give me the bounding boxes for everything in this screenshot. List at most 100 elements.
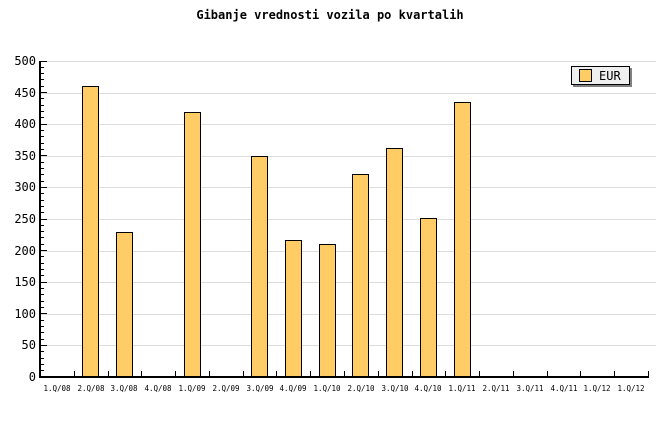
y-minor-tick-310 [41, 180, 44, 182]
bar-3.Q/09 [251, 156, 268, 377]
x-axis-label-17: 1.Q/12 [617, 384, 645, 393]
y-axis-label-50: 50 [21, 338, 36, 353]
y-minor-tick-380 [41, 136, 44, 138]
y-minor-tick-490 [41, 66, 44, 68]
y-major-tick-300 [41, 186, 47, 188]
x-tick-8 [310, 371, 311, 376]
x-axis-label-11: 4.Q/10 [414, 384, 442, 393]
gridline-50 [41, 345, 656, 347]
gridline-500 [41, 61, 656, 62]
x-axis-label-0: 1.Q/08 [43, 384, 71, 393]
y-minor-tick-80 [41, 325, 44, 327]
y-minor-tick-270 [41, 205, 44, 207]
y-axis-label-250: 250 [14, 212, 36, 226]
y-minor-tick-180 [41, 262, 44, 264]
x-axis-label-6: 3.Q/09 [246, 384, 274, 393]
y-minor-tick-160 [41, 275, 44, 277]
x-axis-label-4: 1.Q/09 [178, 384, 206, 393]
y-axis-label-100: 100 [14, 306, 36, 321]
bar-1.Q/09 [184, 112, 201, 377]
y-major-tick-450 [41, 92, 47, 94]
y-minor-tick-10 [41, 370, 44, 372]
x-tick-6 [243, 371, 244, 376]
gridline-450 [41, 92, 656, 94]
bar-1.Q/10 [319, 244, 336, 377]
x-axis-label-10: 3.Q/10 [381, 384, 409, 393]
x-tick-7 [276, 371, 277, 376]
gridline-200 [41, 250, 656, 252]
x-tick-13 [479, 371, 480, 376]
x-tick-12 [445, 371, 446, 376]
y-minor-tick-340 [41, 161, 44, 163]
x-axis-label-9: 2.Q/10 [347, 384, 375, 393]
y-minor-tick-390 [41, 130, 44, 132]
y-minor-tick-60 [41, 338, 44, 340]
x-axis-label-8: 1.Q/10 [313, 384, 341, 393]
x-tick-4 [175, 371, 176, 376]
x-axis-label-5: 2.Q/09 [212, 384, 240, 393]
bar-4.Q/09 [285, 240, 302, 377]
chart-title: Gibanje vrednosti vozila po kvartalih [196, 8, 464, 22]
y-major-tick-100 [41, 313, 47, 315]
legend: EUR [571, 66, 630, 85]
x-axis-label-16: 1.Q/12 [583, 384, 611, 393]
y-major-tick-400 [41, 123, 47, 125]
y-axis-label-150: 150 [14, 275, 36, 290]
y-major-tick-250 [41, 218, 47, 220]
y-minor-tick-120 [41, 300, 44, 302]
y-major-tick-50 [41, 344, 47, 346]
y-minor-tick-460 [41, 85, 44, 87]
gridline-250 [41, 219, 656, 220]
y-major-tick-0 [41, 376, 47, 377]
y-minor-tick-90 [41, 319, 44, 321]
bar-1.Q/11 [454, 102, 471, 377]
y-minor-tick-420 [41, 111, 44, 113]
x-axis-line [39, 376, 649, 378]
gridline-100 [41, 313, 656, 315]
bar-4.Q/10 [420, 218, 437, 377]
y-minor-tick-190 [41, 256, 44, 258]
y-major-tick-500 [41, 60, 47, 62]
y-minor-tick-230 [41, 231, 44, 233]
x-tick-0 [40, 371, 41, 376]
x-axis-label-13: 2.Q/11 [482, 384, 510, 393]
x-tick-2 [108, 371, 109, 376]
x-axis-label-7: 4.Q/09 [279, 384, 307, 393]
gridline-350 [41, 155, 656, 157]
gridline-150 [41, 282, 656, 284]
y-axis-label-400: 400 [14, 117, 36, 132]
y-axis-label-200: 200 [14, 243, 36, 258]
y-minor-tick-260 [41, 212, 44, 214]
x-tick-1 [74, 371, 75, 376]
bar-2.Q/08 [82, 86, 99, 377]
y-minor-tick-70 [41, 332, 44, 334]
y-axis-label-0: 0 [28, 370, 36, 384]
y-minor-tick-320 [41, 174, 44, 176]
y-axis-label-300: 300 [14, 180, 36, 195]
legend-swatch-eur [579, 69, 592, 82]
x-tick-3 [141, 371, 142, 376]
y-minor-tick-110 [41, 306, 44, 308]
y-minor-tick-40 [41, 351, 44, 353]
y-minor-tick-140 [41, 288, 44, 290]
y-minor-tick-370 [41, 142, 44, 144]
x-tick-16 [580, 371, 581, 376]
x-tick-17 [614, 371, 615, 376]
gridline-300 [41, 187, 656, 189]
y-minor-tick-330 [41, 167, 44, 169]
y-minor-tick-480 [41, 73, 44, 75]
x-axis-label-3: 4.Q/08 [144, 384, 172, 393]
y-minor-tick-410 [41, 117, 44, 119]
x-axis-label-12: 1.Q/11 [448, 384, 476, 393]
gridline-400 [41, 124, 656, 126]
x-axis-label-15: 4.Q/11 [550, 384, 578, 393]
y-axis-label-350: 350 [14, 148, 36, 163]
y-minor-tick-240 [41, 224, 44, 226]
y-minor-tick-130 [41, 294, 44, 296]
y-minor-tick-290 [41, 193, 44, 195]
y-minor-tick-220 [41, 237, 44, 239]
y-minor-tick-470 [41, 79, 44, 81]
x-axis-label-2: 3.Q/08 [110, 384, 138, 393]
y-minor-tick-170 [41, 269, 44, 271]
